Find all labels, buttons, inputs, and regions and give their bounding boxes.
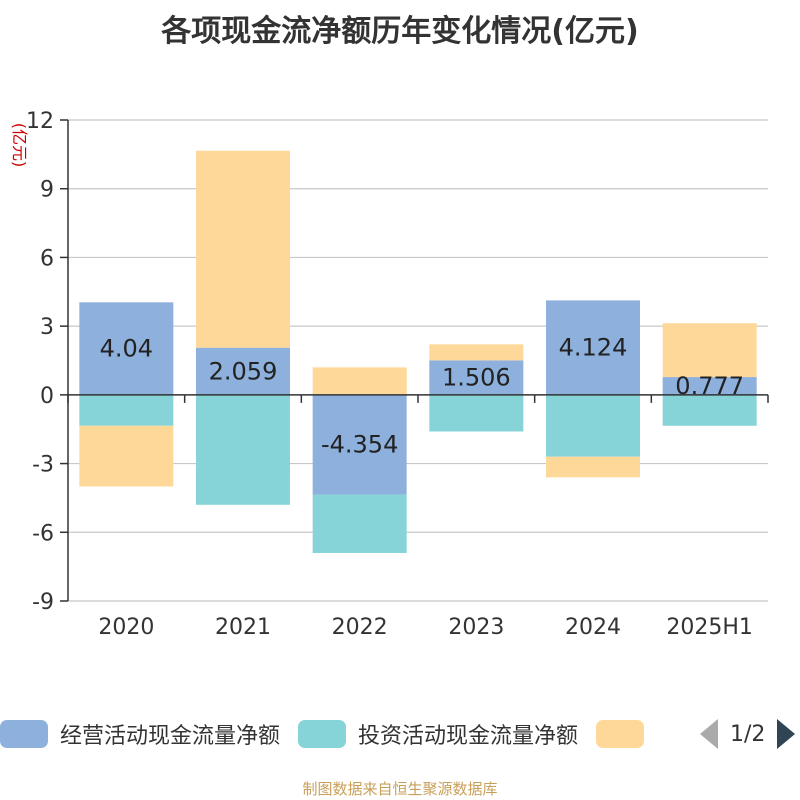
x-tick-label: 2022 [332,615,388,640]
bar-2024-series-0 [546,300,640,395]
bar-2025H1-series-2 [662,323,757,378]
data-label: 2.059 [209,357,278,385]
x-tick-label: 2025H1 [666,615,753,640]
data-label: -4.354 [321,431,398,459]
y-axis-unit-label: (亿元) [10,123,29,168]
bar-2021-series-1 [196,394,290,505]
x-tick-label: 2023 [448,615,504,640]
legend-pager: 1/2 [700,716,796,752]
data-labels: 4.04 2.059 -4.354 1.506 4.124 0.777 [100,334,744,459]
bar-2020-series-2 [79,425,174,487]
bar-2021-series-0 [196,347,290,395]
y-tick-label: -3 [32,453,54,478]
bar-2022-series-0 [312,394,407,495]
y-tick-label: 3 [40,315,54,340]
y-tick-label: 0 [40,384,54,409]
data-label: 4.124 [559,334,628,362]
legend-next-icon[interactable] [777,719,796,749]
bar-2025H1-series-0 [662,377,757,395]
bar-2021-series-2 [196,150,290,348]
bar-2023-series-1 [429,394,524,432]
legend-label-investing: 投资活动现金流量净额 [358,724,579,749]
bar-2020-series-0 [79,302,174,395]
x-tick-label: 2021 [215,615,271,640]
legend-item-operating[interactable]: 经营活动现金流量净额 [0,718,280,750]
bar-2020-series-1 [79,394,174,426]
chart-title: 各项现金流净额历年变化情况(亿元) [161,14,639,49]
bar-2022-series-1 [312,494,407,553]
grid-lines [68,119,768,602]
x-tick-label: 2020 [98,615,154,640]
legend: 经营活动现金流量净额 投资活动现金流量净额 [0,716,674,752]
bar-2024-series-1 [546,394,640,457]
legend-prev-icon[interactable] [700,719,718,749]
legend-item-financing[interactable] [596,720,656,748]
legend-item-investing[interactable]: 投资活动现金流量净额 [298,718,578,750]
bar-2024-series-2 [546,456,640,478]
bar-2023-series-0 [429,360,524,395]
legend-swatch-operating [0,720,48,748]
y-tick-label: 6 [40,246,54,271]
data-label: 0.777 [675,372,744,400]
bar-2023-series-2 [429,344,524,361]
legend-swatch-investing [298,720,347,748]
y-tick-label: -6 [32,521,54,546]
data-label: 4.04 [100,335,153,363]
x-tick-label: 2024 [565,615,621,640]
y-tick-label: -9 [32,590,54,615]
source-footer: 制图数据来自恒生聚源数据库 [302,780,498,798]
legend-swatch-financing [596,720,645,748]
legend-label-operating: 经营活动现金流量净额 [60,724,281,749]
data-label: 1.506 [442,364,511,392]
y-tick-label: 12 [26,109,54,134]
y-tick-label: 9 [40,178,54,203]
axes: 12 9 6 3 0 -3 -6 -9 2020 2021 2022 2023 2024 2025H1 [26,109,769,640]
bar-2022-series-2 [312,367,407,395]
legend-page-indicator: 1/2 [730,721,766,747]
bar-2025H1-series-1 [662,394,757,426]
bar-group [79,150,757,553]
